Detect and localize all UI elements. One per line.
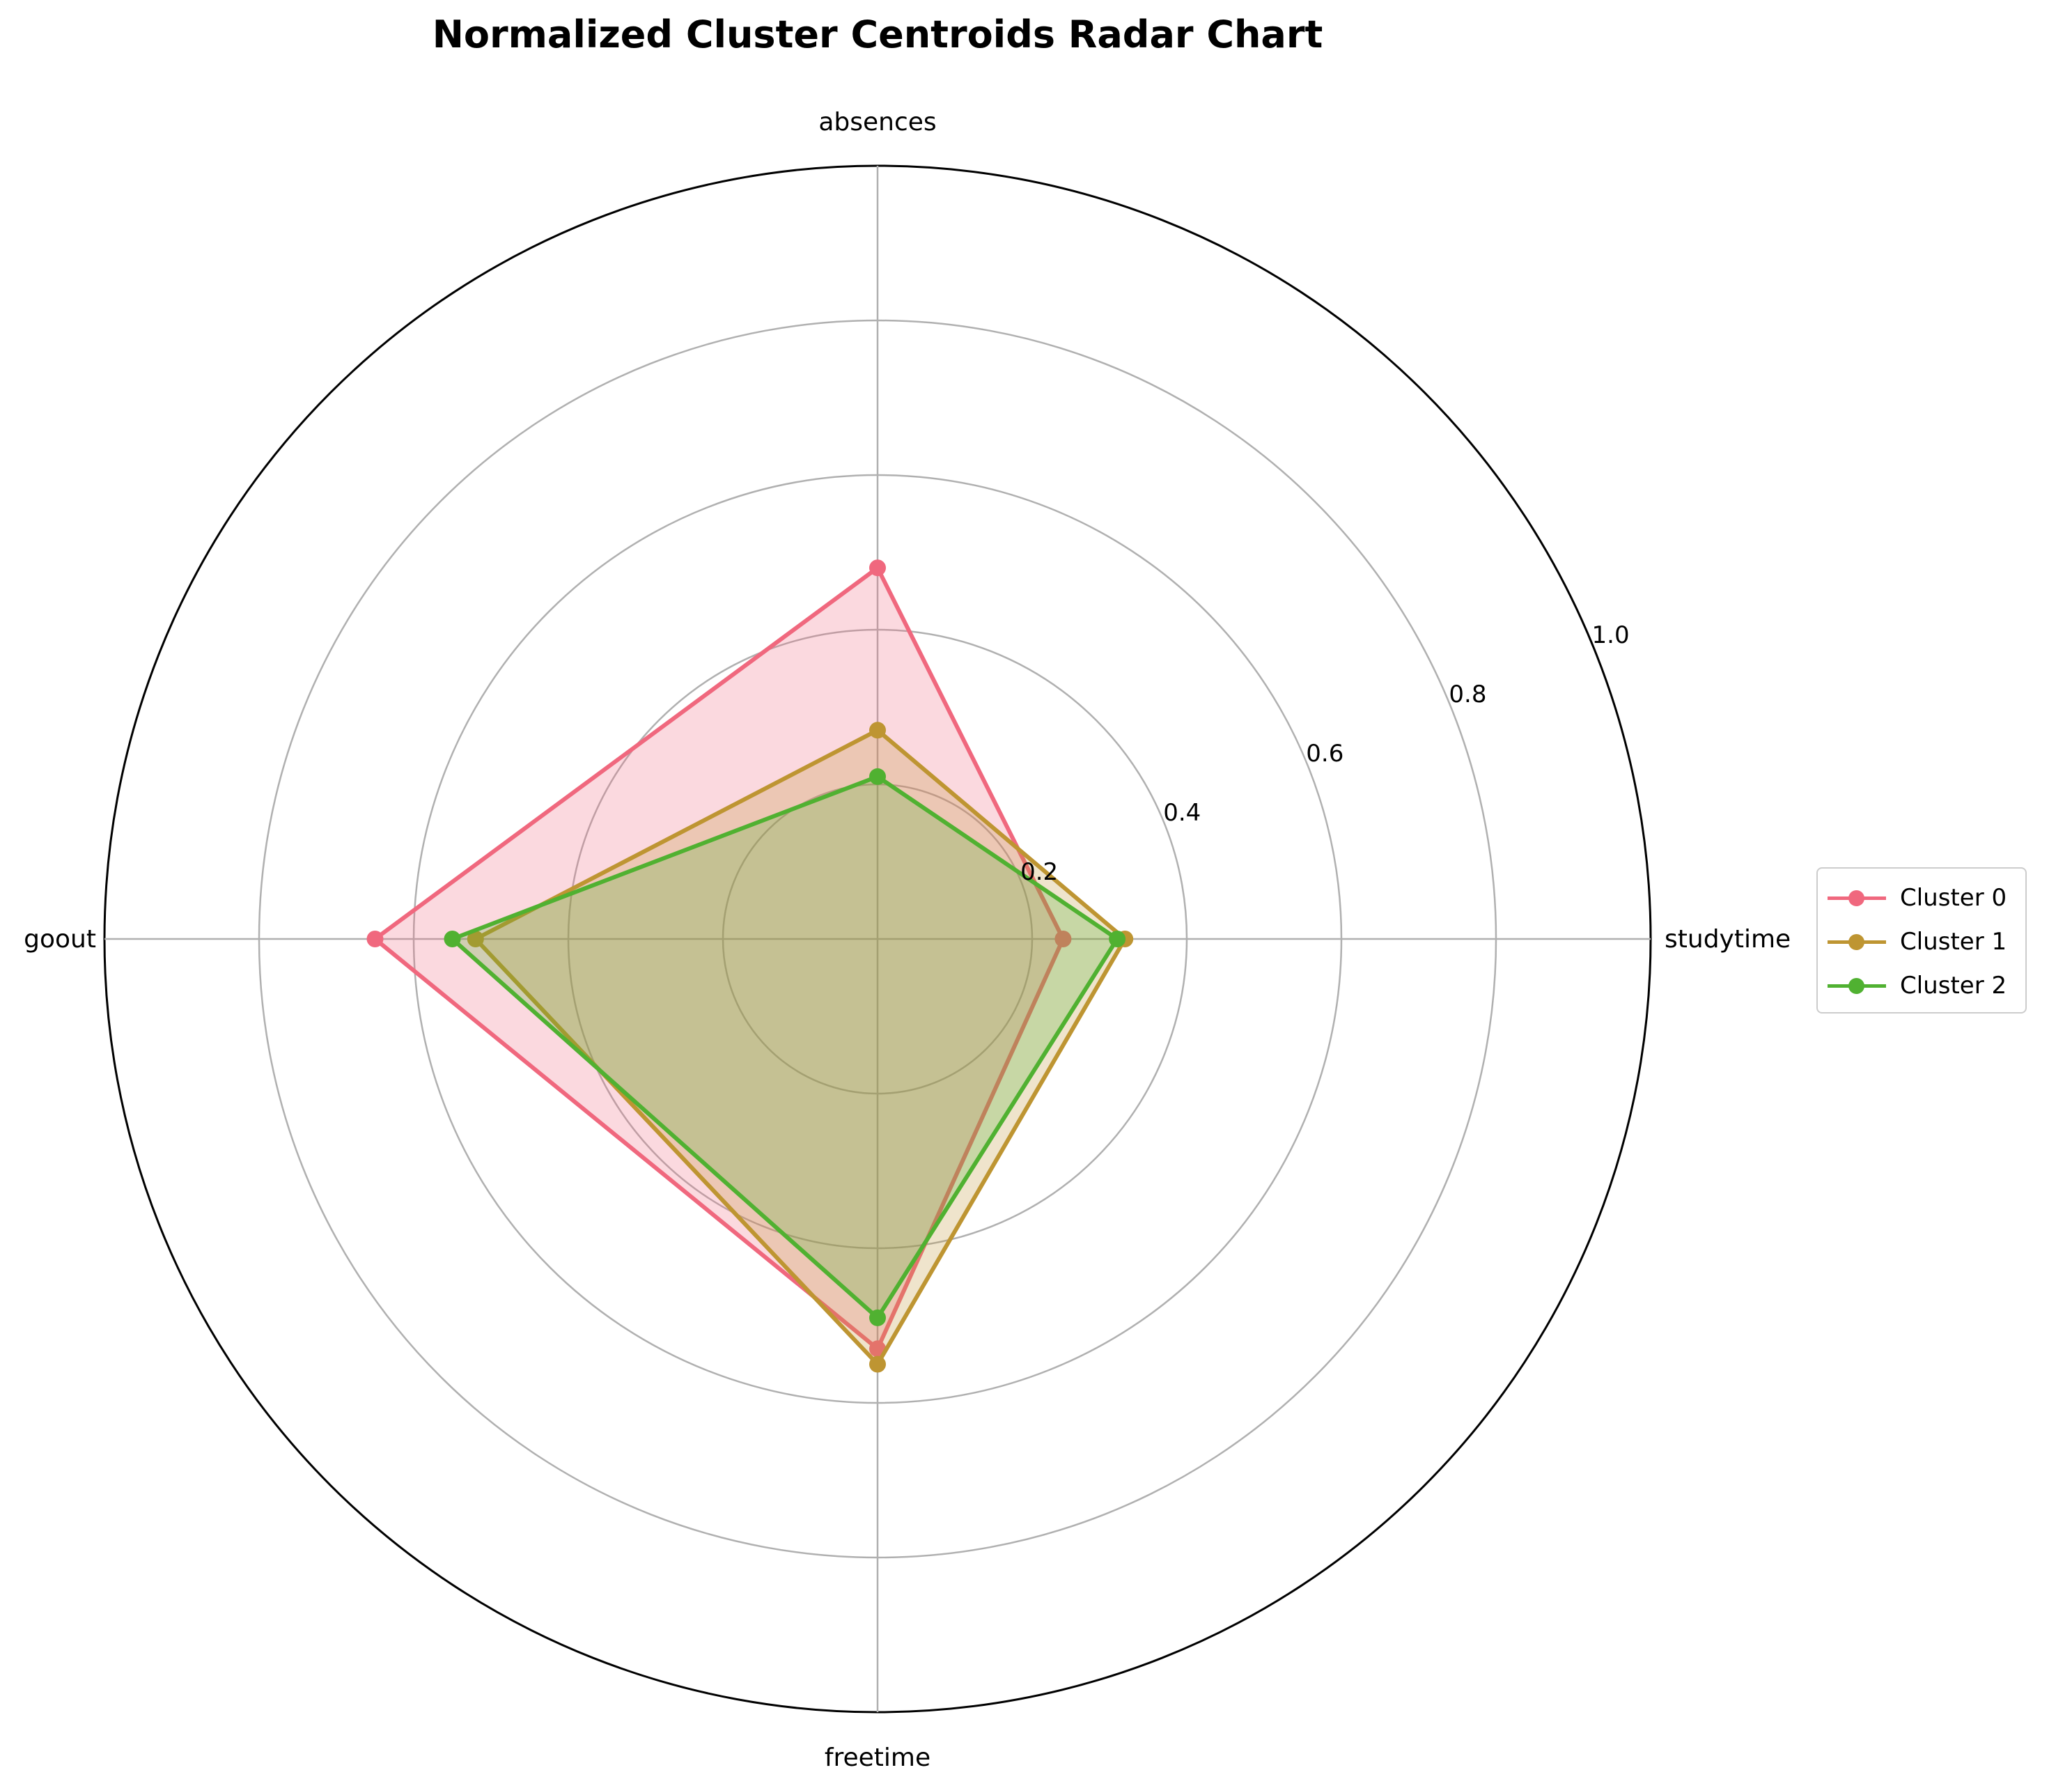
radial-tick-label: 0.6 bbox=[1306, 740, 1343, 768]
grid-layer bbox=[103, 164, 1652, 1714]
area-cluster-0 bbox=[375, 568, 1064, 1349]
point-cluster-0-goout bbox=[366, 931, 384, 947]
legend-entry-cluster-0: Cluster 0 bbox=[1828, 876, 2025, 919]
series-cluster-2 bbox=[444, 768, 1126, 1326]
radial-tick-label: 0.2 bbox=[1020, 858, 1058, 886]
label-layer: 0.2 0.4 0.6 0.8 1.0 studytime absences goout fre… bbox=[24, 108, 1791, 1772]
radial-tick-label: 1.0 bbox=[1592, 621, 1630, 649]
legend-entry-cluster-2: Cluster 2 bbox=[1828, 963, 2025, 1007]
legend-label-cluster-1: Cluster 1 bbox=[1900, 927, 2007, 956]
series-layer bbox=[366, 559, 1134, 1373]
point-cluster-1-absences bbox=[869, 722, 886, 739]
chart-title: Normalized Cluster Centroids Radar Chart bbox=[432, 13, 1323, 56]
point-cluster-2-freetime bbox=[869, 1309, 886, 1326]
point-cluster-0-studytime bbox=[1054, 931, 1072, 947]
axis-label-absences: absences bbox=[818, 108, 936, 137]
area-cluster-1 bbox=[475, 730, 1125, 1365]
point-cluster-1-goout bbox=[467, 931, 484, 947]
series-cluster-0 bbox=[366, 559, 1072, 1358]
radial-tick-label: 0.8 bbox=[1449, 681, 1486, 708]
legend-entry-cluster-1: Cluster 1 bbox=[1828, 919, 2025, 963]
point-cluster-2-studytime bbox=[1109, 931, 1126, 947]
legend: Cluster 0 Cluster 1 Cluster 2 bbox=[1816, 867, 2027, 1014]
axis-label-goout: goout bbox=[24, 925, 96, 954]
legend-swatch-cluster-2 bbox=[1828, 972, 1886, 1000]
legend-swatch-cluster-0 bbox=[1828, 884, 1886, 912]
series-cluster-1 bbox=[467, 722, 1134, 1373]
legend-label-cluster-2: Cluster 2 bbox=[1900, 971, 2007, 1000]
point-cluster-2-absences bbox=[869, 768, 886, 785]
point-cluster-0-absences bbox=[869, 559, 886, 577]
point-cluster-1-freetime bbox=[869, 1356, 886, 1373]
area-cluster-2 bbox=[452, 776, 1118, 1318]
legend-swatch-cluster-1 bbox=[1828, 928, 1886, 956]
axis-label-freetime: freetime bbox=[825, 1744, 930, 1772]
radial-tick-label: 0.4 bbox=[1163, 799, 1201, 827]
axis-label-studytime: studytime bbox=[1665, 925, 1791, 954]
point-cluster-2-goout bbox=[444, 931, 461, 947]
legend-label-cluster-0: Cluster 0 bbox=[1900, 883, 2007, 912]
